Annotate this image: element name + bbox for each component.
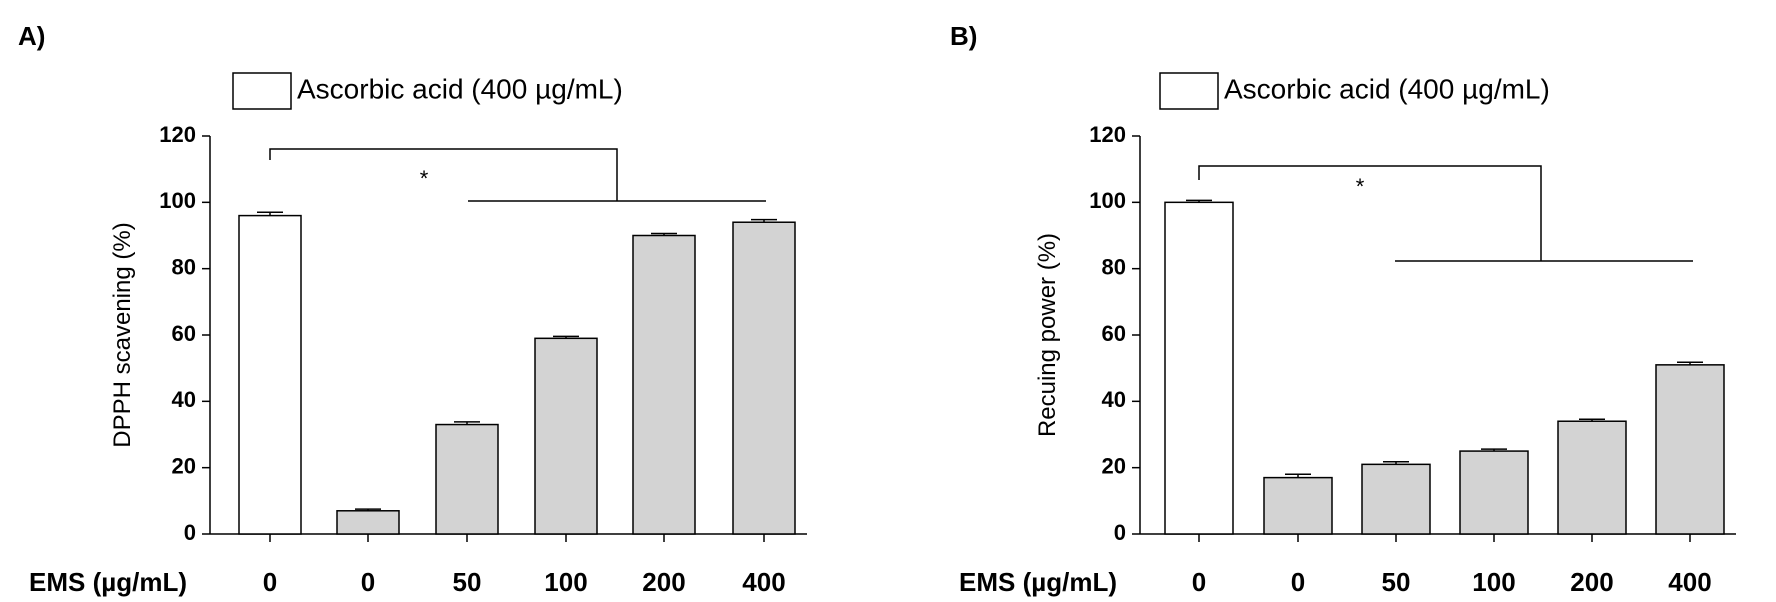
- y-tick-label: 0: [184, 520, 196, 545]
- x-category-label: 100: [544, 567, 587, 597]
- significance-star: *: [1356, 174, 1365, 199]
- y-tick-label: 80: [172, 254, 196, 279]
- y-tick-label: 80: [1102, 254, 1126, 279]
- significance-bracket: [1198, 165, 1542, 261]
- y-tick-label: 20: [172, 453, 196, 478]
- x-category-label: 50: [1382, 567, 1411, 597]
- panel-label: B): [950, 21, 977, 51]
- bar: [1263, 476, 1333, 535]
- bar: [732, 221, 796, 535]
- significance-star: *: [420, 166, 429, 191]
- x-axis-title: EMS (µg/mL): [29, 567, 187, 597]
- bar: [632, 234, 696, 535]
- y-tick-label: 0: [1114, 520, 1126, 545]
- y-tick-label: 120: [1089, 122, 1126, 147]
- x-category-label: 200: [1570, 567, 1613, 597]
- y-tick-label: 120: [159, 122, 196, 147]
- y-tick-label: 100: [1089, 188, 1126, 213]
- chart-panel-a: A) Ascorbic acid (400 µg/mL) 0 20 40 60 80 100 1…: [18, 21, 807, 597]
- x-category-label: 200: [642, 567, 685, 597]
- x-category-label: 0: [361, 567, 375, 597]
- x-category-label: 100: [1472, 567, 1515, 597]
- x-category-label: 0: [1291, 567, 1305, 597]
- bar: [435, 423, 499, 535]
- chart-panel-b: B) Ascorbic acid (400 µg/mL) 0 20 40 60 80 100 1…: [950, 21, 1736, 597]
- y-tick-label: 60: [172, 321, 196, 346]
- legend-swatch: [232, 72, 292, 110]
- bar: [1655, 364, 1725, 535]
- bar: [1164, 201, 1234, 535]
- bar: [1361, 463, 1431, 535]
- x-category-label: 50: [453, 567, 482, 597]
- x-category-label: 0: [263, 567, 277, 597]
- bar: [238, 214, 302, 535]
- bar: [1459, 450, 1529, 535]
- legend-label: Ascorbic acid (400 µg/mL): [1224, 73, 1550, 104]
- bar: [534, 337, 598, 535]
- bar: [336, 510, 400, 535]
- y-axis-title: Recuing power (%): [1034, 233, 1061, 437]
- legend-swatch: [1159, 72, 1219, 110]
- y-tick-label: 20: [1102, 453, 1126, 478]
- y-tick-label: 40: [1102, 387, 1126, 412]
- x-axis-title: EMS (µg/mL): [959, 567, 1117, 597]
- x-category-label: 0: [1192, 567, 1206, 597]
- legend-label: Ascorbic acid (400 µg/mL): [297, 73, 623, 104]
- x-category-label: 400: [742, 567, 785, 597]
- y-tick-label: 40: [172, 387, 196, 412]
- y-tick-label: 60: [1102, 321, 1126, 346]
- y-axis-title: DPPH scavening (%): [109, 222, 136, 447]
- bar: [1557, 420, 1627, 535]
- y-tick-label: 100: [159, 188, 196, 213]
- x-category-label: 400: [1668, 567, 1711, 597]
- panel-label: A): [18, 21, 45, 51]
- significance-bracket: [269, 148, 618, 201]
